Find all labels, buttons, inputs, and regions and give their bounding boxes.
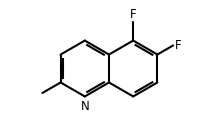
Text: N: N: [80, 100, 89, 113]
Text: F: F: [130, 8, 136, 21]
Text: F: F: [175, 39, 182, 52]
